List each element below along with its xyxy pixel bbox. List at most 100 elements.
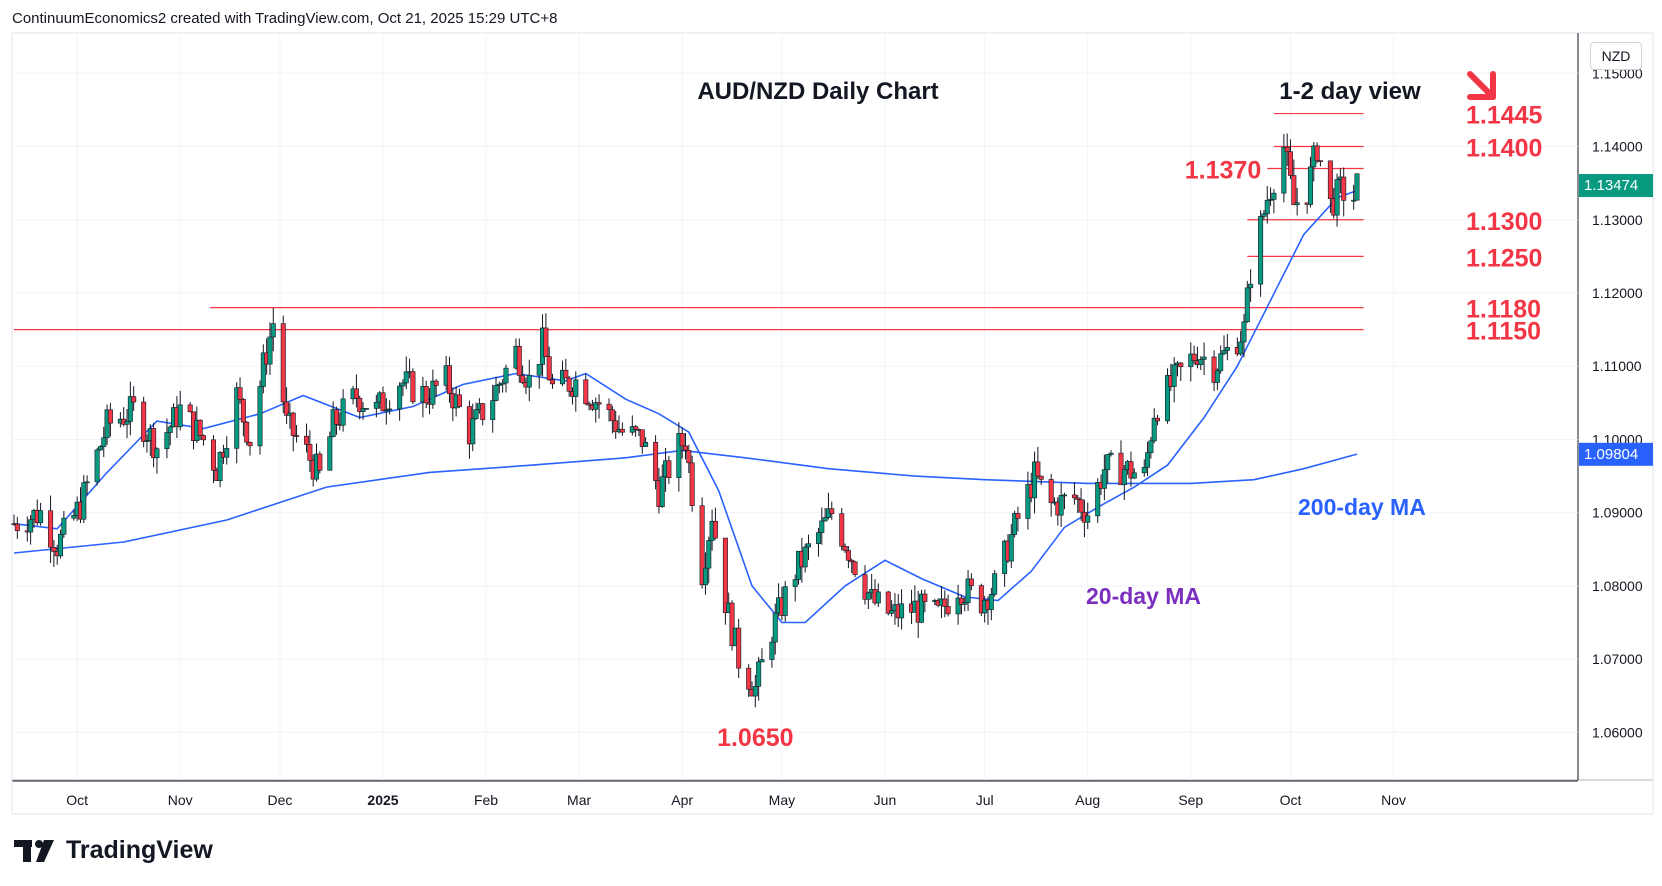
candle-up: [988, 594, 994, 610]
candle-down: [1048, 479, 1054, 504]
candle-up: [124, 421, 130, 425]
ma20-line: [13, 449, 1358, 554]
x-tick-label: Apr: [671, 792, 693, 808]
brand-name: TradingView: [66, 836, 213, 864]
candle-down: [862, 574, 868, 600]
candle-up: [1294, 202, 1300, 206]
candle-up: [1224, 347, 1230, 351]
candle-down: [1015, 513, 1021, 519]
candle-up: [752, 686, 758, 697]
candle-down: [200, 435, 206, 441]
candle-up: [782, 586, 788, 616]
currency-selector[interactable]: NZD: [1590, 42, 1642, 70]
candle-down: [247, 441, 253, 447]
candle-down: [1128, 461, 1134, 479]
candle-up: [257, 386, 263, 447]
candle-down: [689, 462, 695, 506]
candle-up: [1218, 353, 1224, 372]
candle-down: [304, 435, 310, 445]
candle-down: [1118, 452, 1124, 486]
y-tick-label: 1.09000: [1592, 505, 1643, 521]
candle-up: [260, 352, 266, 387]
candle-down: [958, 597, 964, 605]
y-tick-label: 1.11000: [1592, 358, 1642, 374]
candle-down: [583, 379, 589, 405]
svg-text:1.13474: 1.13474: [1584, 177, 1638, 194]
candle-down: [829, 508, 835, 515]
x-tick-label: Nov: [1381, 792, 1406, 808]
tradingview-logo-icon: [14, 839, 54, 862]
candle-up: [97, 446, 103, 451]
candle-up: [144, 440, 150, 442]
candle-up: [805, 543, 811, 548]
candle-down: [141, 401, 147, 442]
candle-up: [875, 591, 881, 604]
candle-up: [1307, 166, 1313, 205]
candle-down: [686, 450, 692, 464]
candle-up: [1105, 454, 1111, 471]
candle-down: [333, 409, 339, 425]
candle-down: [885, 591, 891, 614]
candle-up: [659, 476, 665, 507]
time-axis-ticks: Oct Nov Dec 2025 Feb Mar Apr May Jun Jul Aug Sep Oct…: [66, 792, 1406, 808]
candle-down: [187, 404, 193, 413]
candle-up: [267, 336, 273, 365]
y-tick-label: 1.13000: [1592, 212, 1643, 228]
candle-down: [284, 401, 290, 416]
candle-up: [1268, 199, 1274, 201]
candle-down: [290, 412, 296, 436]
candle-up: [1085, 515, 1091, 523]
candle-down: [679, 433, 685, 447]
candle-up: [992, 573, 998, 595]
candle-down: [107, 409, 113, 424]
candle-down: [586, 403, 592, 406]
candle-down: [131, 396, 137, 403]
candle-up: [1141, 466, 1147, 474]
candle-up: [1008, 534, 1014, 562]
candle-up: [177, 404, 183, 428]
tradingview-logo[interactable]: TradingView: [14, 836, 213, 865]
candle-down: [653, 441, 659, 481]
level-labels: 1.1445 1.1400 1.1370 1.1300 1.1250 1.11801.11…: [717, 102, 1542, 752]
candle-up: [496, 383, 502, 386]
candle-up: [503, 367, 509, 384]
candle-up: [1214, 370, 1220, 383]
level-label: 1.1445: [1466, 102, 1543, 130]
chart-caption: ContinuumEconomics2 created with Trading…: [12, 10, 558, 27]
candle-down: [480, 403, 486, 420]
candle-up: [38, 510, 44, 524]
candle-up: [81, 482, 87, 520]
candle-down: [606, 403, 612, 411]
moving-averages: [13, 189, 1358, 624]
candle-up: [1121, 469, 1127, 486]
candle-down: [563, 369, 569, 379]
candle-down: [1035, 461, 1041, 477]
candle-up: [706, 540, 712, 569]
level-label: 1.1250: [1466, 244, 1542, 272]
candle-down: [48, 510, 54, 548]
last-price-tag: 1.13474: [1579, 174, 1653, 198]
candle-up: [327, 436, 333, 471]
candle-down: [197, 419, 203, 436]
candle-down: [1191, 353, 1197, 362]
candle-down: [619, 428, 625, 433]
candle-up: [536, 364, 542, 376]
candle-down: [945, 606, 951, 615]
candle-down: [1178, 362, 1184, 368]
candle-down: [609, 409, 615, 422]
candle-up: [363, 408, 369, 410]
candle-down: [722, 537, 728, 613]
candle-down: [1341, 176, 1347, 201]
candle-up: [919, 593, 925, 623]
y-tick-label: 1.06000: [1592, 724, 1643, 740]
candle-up: [71, 515, 77, 519]
candle-down: [566, 377, 572, 392]
y-tick-label: 1.14000: [1592, 139, 1643, 155]
candle-up: [400, 382, 406, 387]
candle-down: [244, 421, 250, 443]
y-tick-label: 1.07000: [1592, 651, 1643, 667]
candle-down: [237, 387, 243, 400]
candle-up: [1198, 359, 1204, 366]
candle-up: [1238, 341, 1244, 355]
